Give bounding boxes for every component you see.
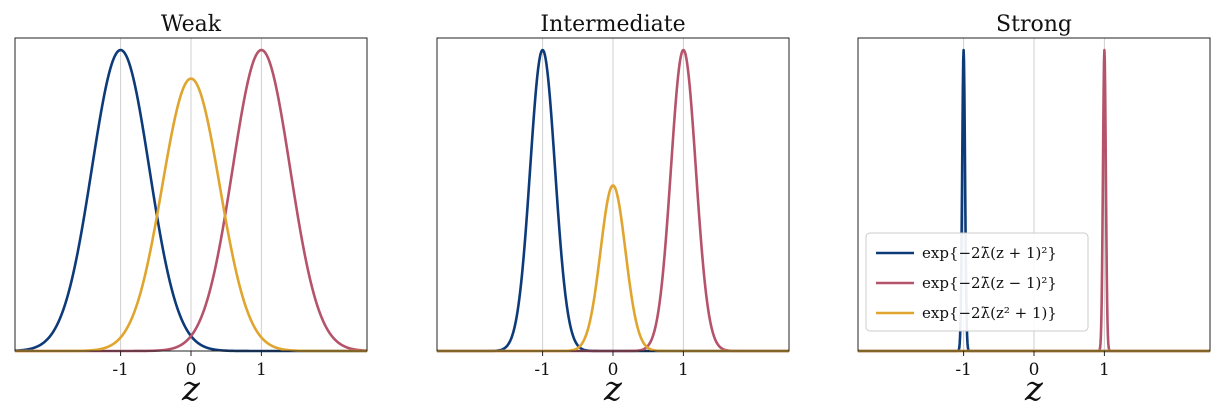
panel-1: -1 0 1 Intermediate z: [436, 12, 790, 409]
x-tick-label: 0: [608, 360, 619, 380]
x-tick-label: -1: [112, 360, 129, 380]
legend-entry-label: exp{−2λ̄(z + 1)²}: [922, 244, 1057, 262]
x-tick-label: -1: [955, 360, 972, 380]
x-axis-label: z: [603, 369, 623, 409]
legend-entry-label: exp{−2λ̄(z − 1)²}: [922, 274, 1057, 292]
panel-2: -1 0 1 Strong z exp{−2λ̄(z + 1)²} exp{−2λ̄(z −…: [857, 12, 1211, 409]
x-tick-label: 1: [678, 360, 689, 380]
x-tick-label: 0: [186, 360, 197, 380]
panel-0: -1 0 1 Weak z: [14, 12, 368, 409]
x-axis-label: z: [1024, 369, 1044, 409]
x-tick-label: 1: [256, 360, 267, 380]
legend-entry-label: exp{−2λ̄(z² + 1)}: [922, 304, 1057, 322]
legend-box: [865, 232, 1089, 332]
panel-title: Strong: [996, 12, 1072, 37]
x-tick-label: 1: [1099, 360, 1110, 380]
panel-title: Intermediate: [540, 12, 685, 37]
panel-title: Weak: [161, 12, 222, 37]
x-tick-label: 0: [1029, 360, 1040, 380]
x-axis-label: z: [181, 369, 201, 409]
x-tick-label: -1: [534, 360, 551, 380]
legend: exp{−2λ̄(z + 1)²} exp{−2λ̄(z − 1)²} exp{−2…: [865, 232, 1089, 332]
